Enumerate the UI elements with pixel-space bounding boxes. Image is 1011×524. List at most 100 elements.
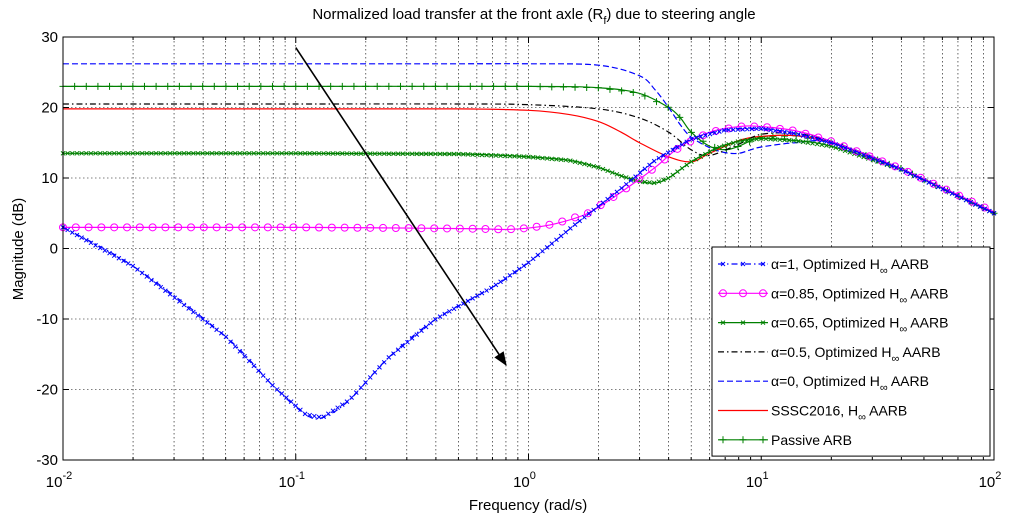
series-7-marker — [164, 83, 171, 90]
series-7-marker — [83, 83, 90, 90]
series-1-marker — [564, 230, 568, 234]
series-1-marker — [387, 355, 391, 359]
series-7-marker — [350, 83, 357, 90]
chart-title-tail: ) due to steering angle — [606, 6, 755, 23]
series-1-marker — [312, 414, 316, 418]
series-1-marker — [205, 321, 209, 325]
series-7-marker — [583, 84, 590, 91]
series-1-marker — [191, 310, 195, 314]
series-1-marker — [666, 151, 670, 155]
series-7-marker — [490, 83, 497, 90]
series-1-marker — [70, 231, 74, 235]
series-4-line — [63, 104, 994, 213]
series-7-marker — [281, 83, 288, 90]
series-7-marker — [269, 83, 276, 90]
y-tick-label: 10 — [41, 170, 58, 187]
series-7-marker — [211, 83, 218, 90]
series-1-marker — [615, 190, 619, 194]
series-1-marker — [433, 317, 437, 321]
series-7-marker — [595, 84, 602, 91]
series-1-marker — [648, 163, 652, 167]
series-1-marker — [261, 374, 265, 378]
series-1-marker — [345, 400, 349, 404]
series-1-marker — [582, 215, 586, 219]
series-1-marker — [326, 412, 330, 416]
series-7-marker — [304, 83, 311, 90]
series-7-marker — [374, 83, 381, 90]
series-1-marker — [578, 219, 582, 223]
x-tick-label: 10-2 — [46, 470, 72, 491]
series-1-marker — [266, 378, 270, 382]
series-7-marker — [385, 83, 392, 90]
series-7-marker — [362, 83, 369, 90]
series-1-marker — [126, 261, 130, 265]
series-1-marker — [303, 412, 307, 416]
series-1-marker — [131, 264, 135, 268]
series-3-marker — [675, 170, 679, 174]
series-1-marker — [652, 159, 656, 163]
series-7-marker — [525, 83, 532, 90]
x-tick-label: 10-1 — [279, 470, 305, 491]
series-7-marker — [420, 83, 427, 90]
series-7-marker — [106, 83, 113, 90]
x-tick-label: 102 — [979, 470, 1002, 491]
series-7-marker — [572, 84, 579, 91]
series-1-marker — [624, 182, 628, 186]
series-1-marker — [554, 238, 558, 242]
series-7-marker — [618, 87, 625, 94]
series-1-marker — [135, 267, 139, 271]
annotation-arrow — [296, 48, 506, 365]
series-7-marker — [606, 86, 613, 93]
series-1-marker — [382, 360, 386, 364]
y-axis-label: Magnitude (dB) — [10, 198, 27, 301]
series-1-marker — [317, 415, 321, 419]
series-7-marker — [129, 83, 136, 90]
series-1-marker — [494, 283, 498, 287]
series-7-marker — [397, 83, 404, 90]
series-1-marker — [368, 375, 372, 379]
series-7-marker — [327, 83, 334, 90]
series-3-marker — [680, 166, 684, 170]
series-4 — [63, 104, 994, 213]
series-1-marker — [438, 315, 442, 319]
x-axis-label: Frequency (rad/s) — [469, 497, 587, 514]
series-1-marker — [415, 333, 419, 337]
series-7-marker — [537, 83, 544, 90]
series-1-marker — [243, 354, 247, 358]
series-1-marker — [336, 406, 340, 410]
series-1-marker — [638, 171, 642, 175]
series-7-marker — [199, 83, 206, 90]
series-7-marker — [94, 83, 101, 90]
series-1-marker — [252, 364, 256, 368]
series-1-marker — [559, 234, 563, 238]
series-1-marker — [573, 223, 577, 227]
series-7-marker — [71, 83, 78, 90]
series-1-marker — [606, 197, 610, 201]
series-7-marker — [641, 92, 648, 99]
series-7-marker — [502, 83, 509, 90]
chart-title-main: Normalized load transfer at the front ax… — [312, 6, 603, 23]
series-7-marker — [292, 83, 299, 90]
series-1-marker — [103, 249, 107, 253]
x-tick-label: 100 — [513, 470, 536, 491]
series-1-marker — [215, 328, 219, 332]
series-7-marker — [246, 83, 253, 90]
series-7-marker — [478, 83, 485, 90]
series-1-marker — [219, 331, 223, 335]
y-tick-label: -30 — [36, 452, 58, 469]
legend: α=1, Optimized H∞ AARBα=0.85, Optimized … — [712, 247, 990, 456]
x-tick-label: 101 — [746, 470, 769, 491]
y-tick-label: -10 — [36, 311, 58, 328]
series-1-marker — [66, 228, 70, 232]
y-tick-label: 0 — [50, 241, 58, 258]
series-3-marker — [666, 176, 670, 180]
series-7-marker — [455, 83, 462, 90]
y-tick-label: 30 — [41, 29, 58, 46]
series-3-marker — [685, 163, 689, 167]
series-7-marker — [432, 83, 439, 90]
series-1-marker — [359, 386, 363, 390]
y-tick-label: 20 — [41, 100, 58, 117]
series-7-marker — [339, 83, 346, 90]
